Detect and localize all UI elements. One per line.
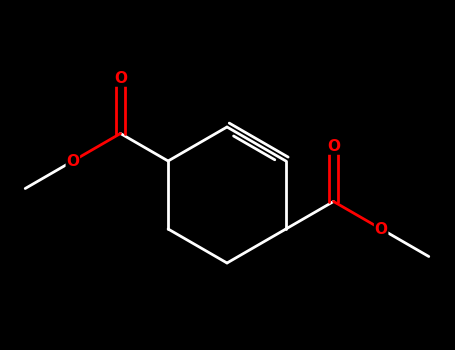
Text: O: O	[327, 139, 340, 154]
Text: O: O	[114, 71, 127, 86]
Text: O: O	[66, 154, 79, 168]
Text: O: O	[374, 222, 388, 237]
